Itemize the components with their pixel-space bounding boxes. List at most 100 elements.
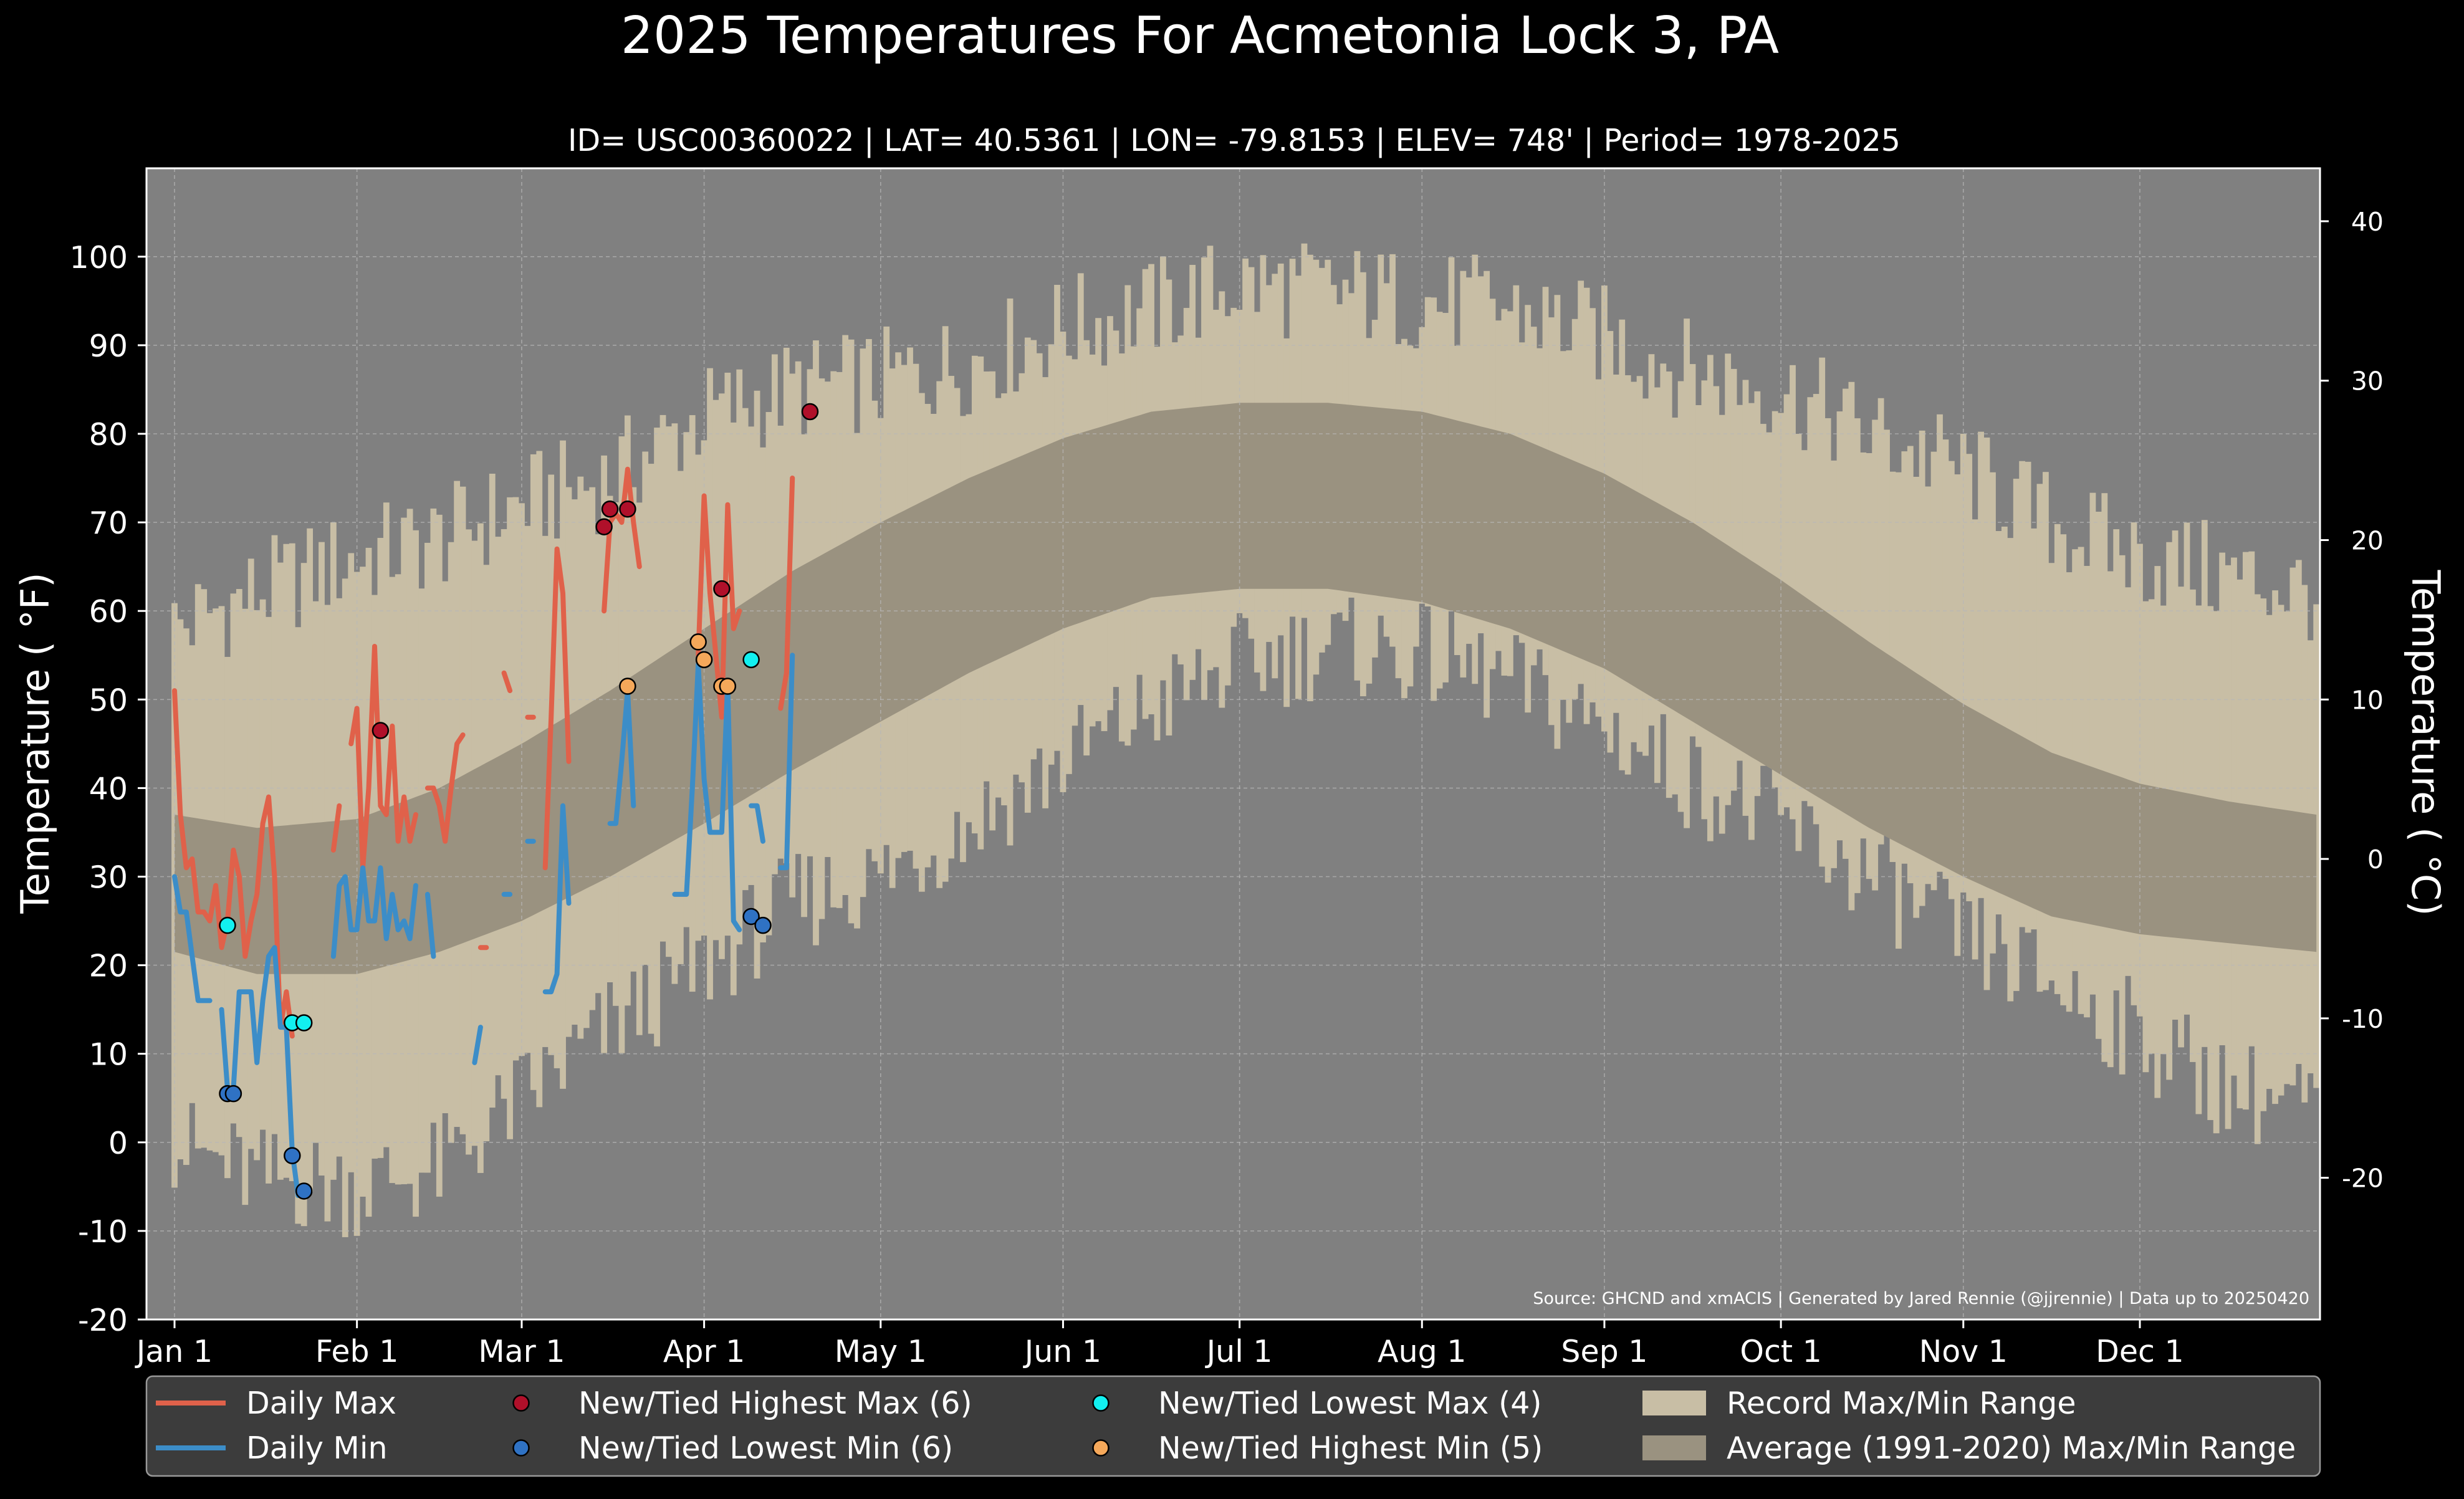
x-tick-label: Sep 1 [1561,1334,1647,1369]
record-marker [295,1182,313,1200]
record-range-bar [1948,461,1955,899]
record-range-bar [2131,522,2137,1005]
series-line [172,874,213,1003]
legend-label-record_range: Record Max/Min Range [1727,1386,2076,1421]
record-marker [284,1147,301,1164]
record-marker [619,500,636,518]
x-tick-label: Nov 1 [1919,1334,2008,1369]
x-tick-label: Apr 1 [663,1334,745,1369]
record-marker [219,916,236,934]
x-tick-label: Jan 1 [135,1334,213,1369]
record-marker [742,651,760,669]
series-line [501,670,513,694]
legend-label-normal_range: Average (1991-2020) Max/Min Range [1727,1430,2296,1466]
y-tick-label-left: -10 [78,1214,128,1250]
record-marker [295,1014,313,1032]
x-tick-label: Dec 1 [2096,1334,2184,1369]
record-marker [719,678,737,695]
record-range-bar [2036,484,2043,992]
record-range-bar [2295,560,2302,1065]
y-tick-label-left: 20 [89,949,128,984]
y-tick-label-left: 80 [89,417,128,453]
series-line [778,653,795,871]
record-marker [695,651,713,669]
legend-swatch-highest_max [512,1394,530,1412]
x-tick-label: Feb 1 [315,1334,399,1369]
y-axis-label-left: Temperature ( °F) [12,572,58,914]
y-tick-label-left: 0 [108,1126,128,1161]
record-range-bar [2025,461,2031,933]
record-range-bar [1884,429,1890,836]
y-tick-label-right: -10 [2342,1004,2384,1034]
legend-label-lowest_min: New/Tied Lowest Min (6) [578,1430,953,1466]
record-range-bar [2219,552,2226,1046]
record-range-bar [1995,530,2002,915]
record-marker [601,500,619,518]
record-range-bar [1901,451,1908,864]
record-range-bar [2172,530,2179,1020]
plot-frame [145,167,2321,1321]
record-range-bar [1843,388,1849,859]
y-tick-label-left: 40 [89,771,128,807]
x-tick-label: May 1 [835,1334,927,1369]
plot-area: -20 -10 0 10 20 30 40 50 60 70 80 90 100 -20 -10 0 10 20 3… [69,167,2384,1369]
record-marker [742,908,760,926]
record-range-bar [1930,451,1937,891]
x-tick-label: Jul 1 [1205,1334,1273,1369]
series-line [607,688,636,826]
y-tick-label-left: 60 [89,594,128,630]
legend-label-lowest_max: New/Tied Lowest Max (4) [1158,1386,1542,1421]
legend-box [145,1375,2321,1477]
series-line [672,661,742,932]
legend: Daily Max Daily Min New/Tied Highest Max (… [145,1375,2321,1477]
y-tick-label-right: 20 [2351,526,2384,556]
record-range-bar [2184,522,2190,1015]
legend-label-highest_max: New/Tied Highest Max (6) [578,1386,972,1421]
record-marker [801,403,819,421]
series-line [424,732,466,844]
markers-new-tied-lowest-max- [219,651,760,1032]
series-line [749,803,765,844]
record-range-bar [2072,549,2079,972]
y-tick-label-left: 50 [89,682,128,718]
record-range-bar [1919,430,1925,906]
y-tick-label-right: 10 [2351,685,2384,715]
y-tick-label-right: 0 [2367,845,2384,874]
record-range-bar [1877,398,1884,845]
series-line [542,803,572,995]
y-tick-label-left: 10 [89,1037,128,1073]
legend-swatch-normal_range [1642,1435,1706,1460]
record-range-bar [2043,472,2049,990]
y-tick-label-left: 30 [89,860,128,896]
record-range-bar [2031,528,2037,930]
chart-title: 2025 Temperatures For Acmetonia Lock 3, … [621,6,1779,65]
series-line [330,803,342,853]
record-range-bar [2019,461,2026,927]
record-range-bar [1978,431,1984,898]
record-range-bar [2089,492,2096,995]
x-tick-label: Mar 1 [478,1334,565,1369]
record-range-bar [1966,454,1973,901]
record-marker [689,633,707,651]
record-range-bar [1907,446,1914,884]
series-line [348,644,418,871]
y-tick-label-right: -20 [2342,1164,2384,1194]
markers-new-tied-highest-min- [619,633,737,695]
y-tick-label-left: -20 [78,1303,128,1338]
legend-label-daily_max: Daily Max [246,1386,396,1421]
series-line [472,1025,483,1065]
series-line [542,546,572,871]
x-tick-label: Jun 1 [1023,1334,1101,1369]
y-tick-label-left: 70 [89,505,128,541]
record-range-bar [2248,551,2255,1046]
record-range-bar [1990,472,1996,954]
series-line [330,865,418,959]
series-line [424,891,436,959]
legend-swatch-lowest_min [512,1439,530,1457]
record-marker [372,722,390,739]
record-range-bar [2201,520,2208,1047]
record-marker [224,1085,242,1103]
record-range-bar [2113,529,2120,991]
y-tick-label-right: 40 [2351,207,2384,237]
